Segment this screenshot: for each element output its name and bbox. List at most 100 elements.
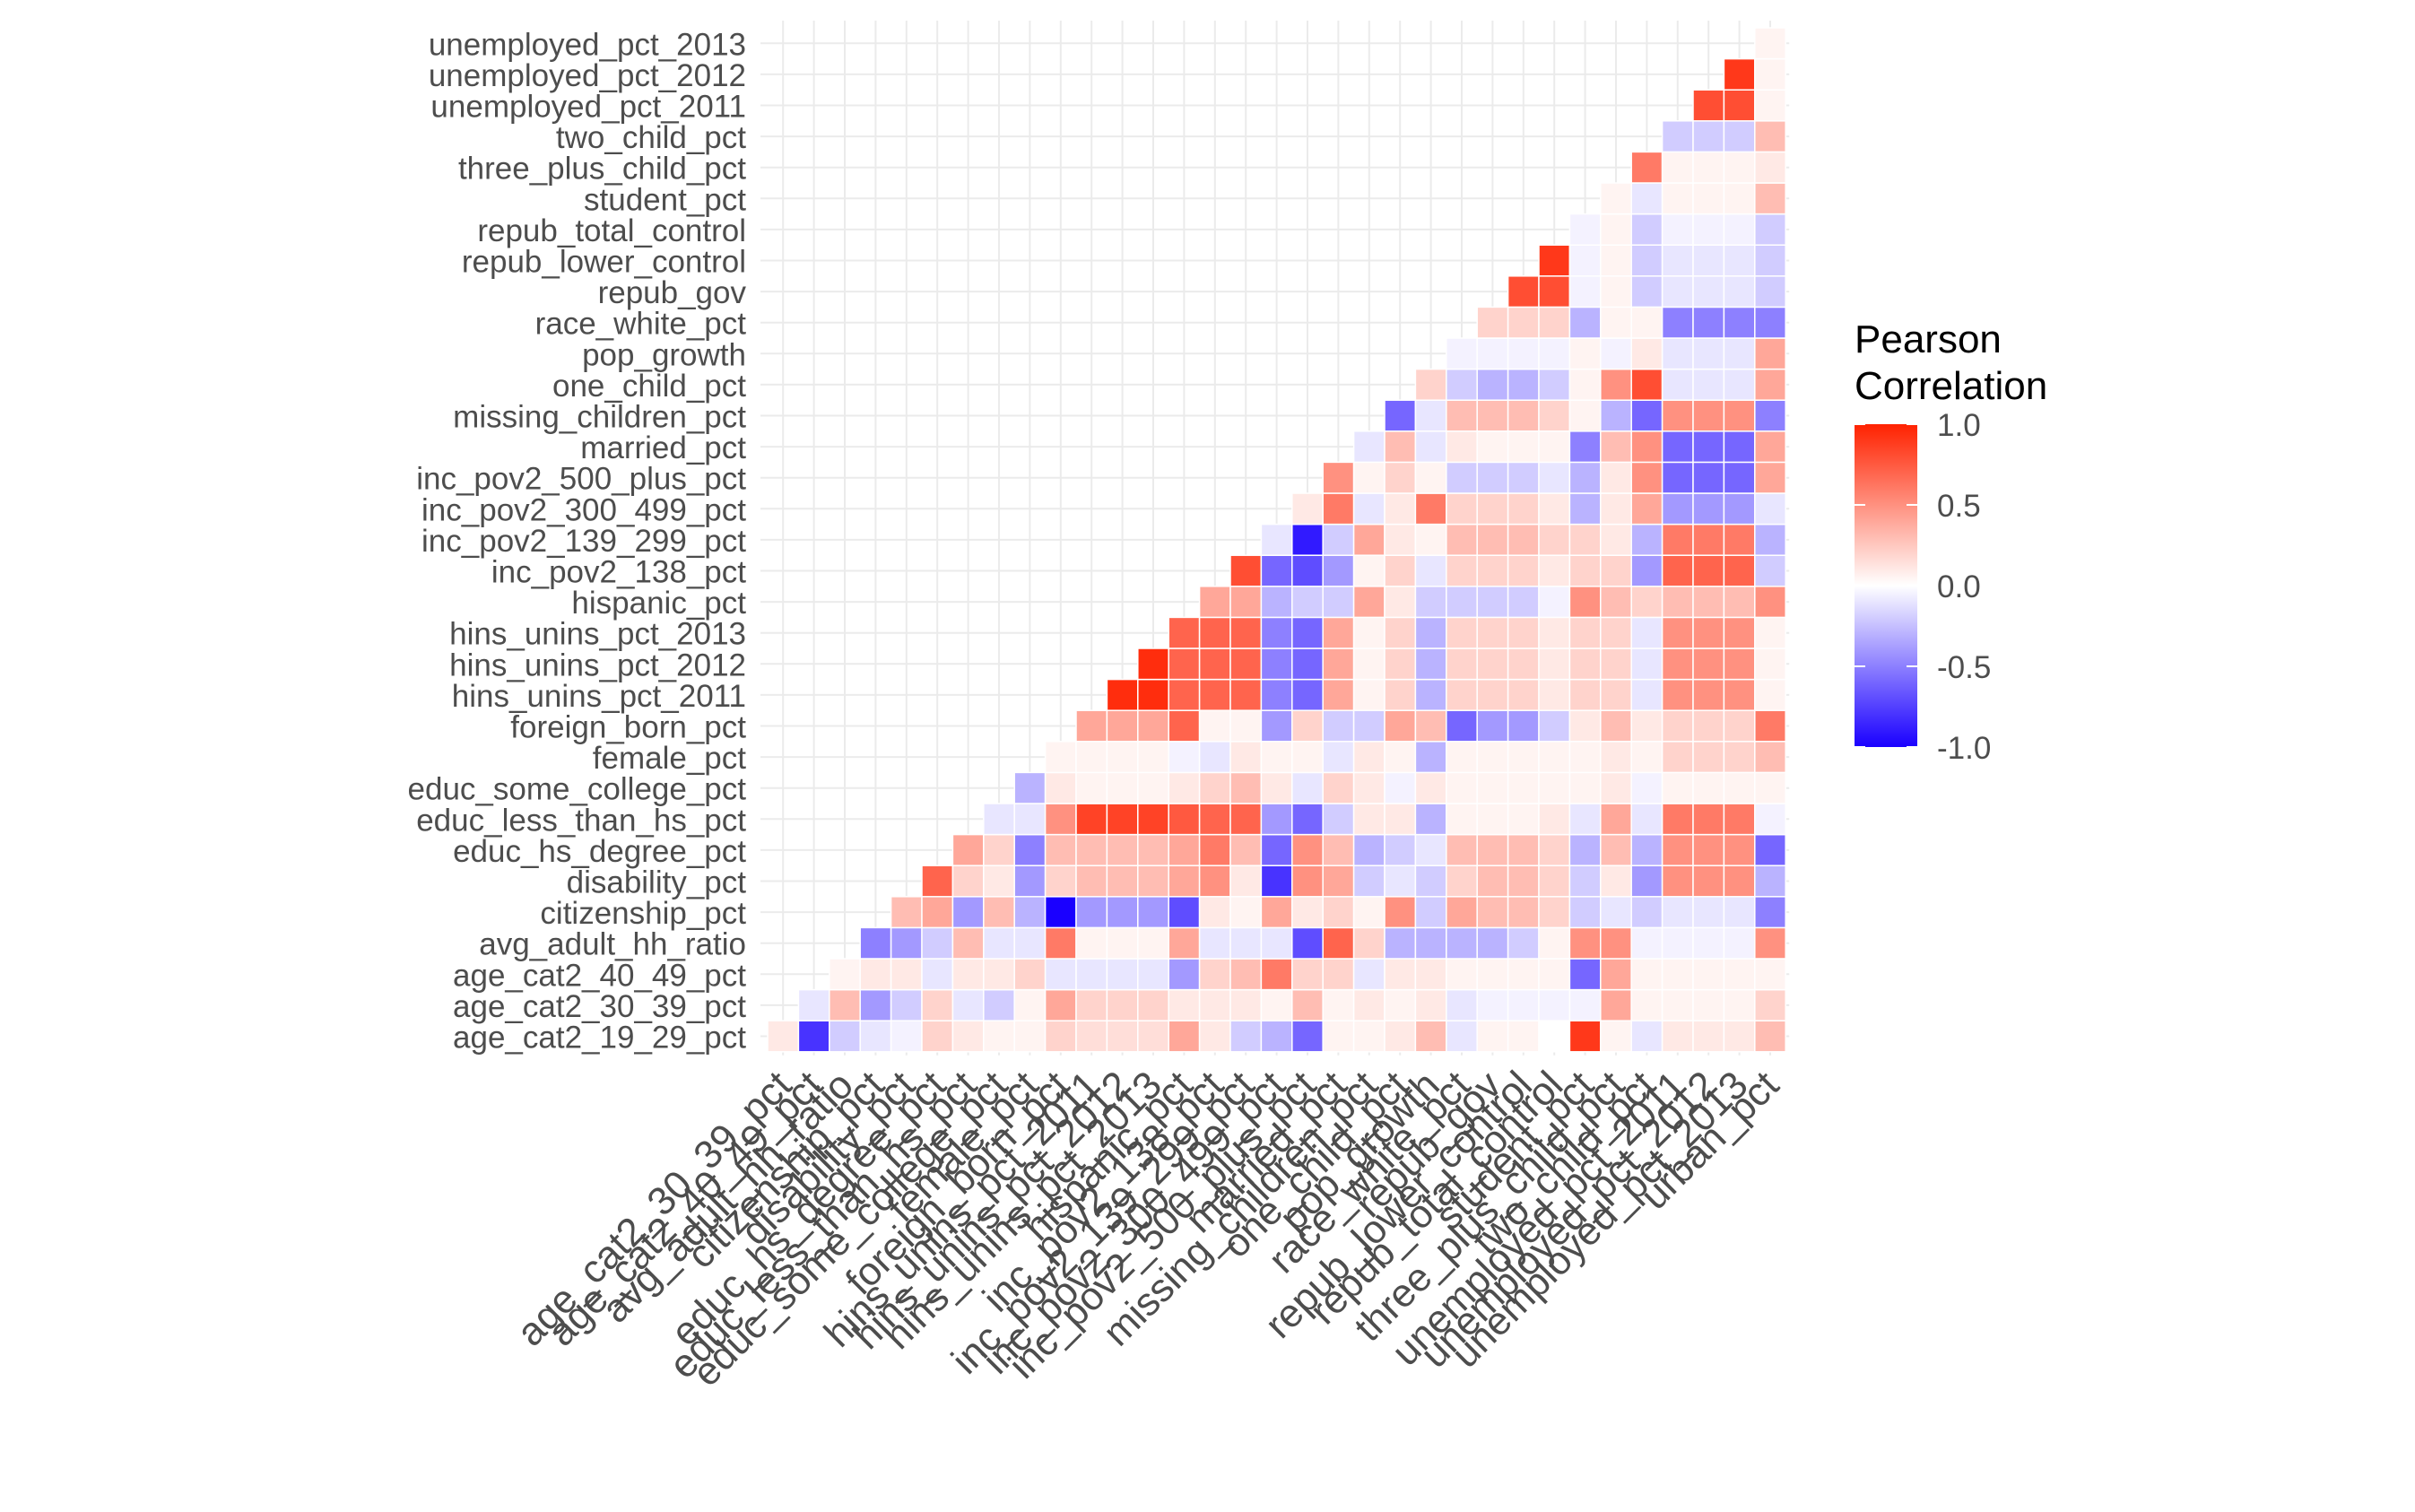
heatmap-cell <box>1322 586 1355 619</box>
y-tick-label: hins_unins_pct_2013 <box>449 617 746 652</box>
heatmap-cell <box>1476 988 1509 1021</box>
heatmap-cell <box>829 958 861 991</box>
heatmap-cell <box>1600 399 1632 432</box>
heatmap-cell <box>1291 958 1324 991</box>
heatmap-cell <box>1630 586 1664 619</box>
y-tick-label: inc_pov2_138_pct <box>491 555 746 590</box>
heatmap-cell <box>1600 678 1632 711</box>
heatmap-cell <box>1600 586 1632 619</box>
heatmap-cell <box>1137 1020 1169 1053</box>
heatmap-cell <box>1600 865 1632 898</box>
heatmap-cell <box>1600 492 1632 526</box>
heatmap-cell <box>1352 586 1386 619</box>
heatmap-cell <box>1692 368 1725 401</box>
heatmap-cell <box>1446 430 1478 464</box>
heatmap-cell <box>1630 896 1664 929</box>
heatmap-cell <box>1630 554 1664 587</box>
heatmap-cell <box>921 988 954 1021</box>
heatmap-cell <box>1137 896 1169 929</box>
y-tick-label: age_cat2_40_49_pct <box>453 958 746 993</box>
heatmap-cell <box>1384 430 1417 464</box>
heatmap-cell <box>1661 865 1694 898</box>
heatmap-cell <box>1754 430 1786 464</box>
heatmap-cell <box>1260 523 1293 556</box>
heatmap-cell <box>1754 741 1786 774</box>
heatmap-cell <box>1630 368 1664 401</box>
heatmap-cell <box>859 958 892 991</box>
heatmap-cell <box>1013 1020 1047 1053</box>
heatmap-cell <box>1075 896 1108 929</box>
heatmap-cell <box>1106 865 1139 898</box>
heatmap-cell <box>1260 1020 1293 1053</box>
heatmap-cell <box>1661 1020 1694 1053</box>
heatmap-cell <box>1476 523 1509 556</box>
heatmap-cell <box>1754 182 1786 215</box>
heatmap-cell <box>1229 896 1263 929</box>
heatmap-cell <box>1692 865 1725 898</box>
heatmap-cell <box>797 988 830 1021</box>
heatmap-cell <box>1044 833 1077 866</box>
heatmap-cell <box>1384 554 1417 587</box>
heatmap-cell <box>1661 554 1694 587</box>
heatmap-cell <box>1538 678 1571 711</box>
heatmap-cell <box>1568 771 1602 804</box>
heatmap-cell <box>1106 833 1139 866</box>
heatmap-cell <box>1260 896 1293 929</box>
heatmap-cell <box>1568 492 1602 526</box>
heatmap-cell <box>1723 586 1756 619</box>
heatmap-cell <box>1229 709 1263 743</box>
heatmap-cell <box>1044 771 1077 804</box>
heatmap-cell <box>1507 958 1540 991</box>
heatmap-cell <box>1476 492 1509 526</box>
heatmap-cell <box>1630 803 1664 836</box>
heatmap-cell <box>921 865 954 898</box>
legend-tick-label: -0.5 <box>1937 650 1991 685</box>
heatmap-cell <box>1476 461 1509 494</box>
heatmap-cell <box>1600 741 1632 774</box>
heatmap-cell <box>1507 399 1540 432</box>
heatmap-cell <box>1723 616 1756 649</box>
heatmap-cell <box>1754 1020 1786 1053</box>
heatmap-cell <box>1414 678 1447 711</box>
heatmap-cell <box>1476 430 1509 464</box>
heatmap-cell <box>1198 586 1231 619</box>
heatmap-cell <box>1414 771 1447 804</box>
heatmap-cell <box>1137 833 1169 866</box>
heatmap-cell <box>1568 865 1602 898</box>
heatmap-cell <box>1630 1020 1664 1053</box>
heatmap-cell <box>1723 213 1756 246</box>
heatmap-cell <box>1568 896 1602 929</box>
heatmap-cell <box>1538 492 1571 526</box>
heatmap-cell <box>1661 306 1694 339</box>
heatmap-cell <box>1352 833 1386 866</box>
heatmap-cell <box>1661 709 1694 743</box>
heatmap-cell <box>1414 896 1447 929</box>
heatmap-cell <box>1106 958 1139 991</box>
y-tick-label: missing_children_pct <box>453 400 746 435</box>
heatmap-cell <box>1260 958 1293 991</box>
heatmap-cell <box>1446 926 1478 960</box>
heatmap-cell <box>1168 926 1201 960</box>
heatmap-cell <box>1568 709 1602 743</box>
heatmap-cell <box>1352 1020 1386 1053</box>
heatmap-cell <box>1723 120 1756 153</box>
heatmap-cell <box>1692 803 1725 836</box>
heatmap-cell <box>983 896 1015 929</box>
y-tick-label: educ_less_than_hs_pct <box>416 803 746 838</box>
y-tick-label: inc_pov2_139_299_pct <box>421 524 746 559</box>
heatmap-cell <box>1075 865 1108 898</box>
heatmap-cell <box>1507 337 1540 370</box>
heatmap-cell <box>1260 741 1293 774</box>
heatmap-cell <box>1044 958 1077 991</box>
heatmap-cell <box>1692 213 1725 246</box>
heatmap-cell <box>1260 678 1293 711</box>
heatmap-cell <box>1291 1020 1324 1053</box>
heatmap-cell <box>1600 461 1632 494</box>
heatmap-cell <box>1446 337 1478 370</box>
heatmap-cell <box>951 1020 985 1053</box>
heatmap-cell <box>1538 306 1571 339</box>
heatmap-cell <box>1600 337 1632 370</box>
heatmap-cell <box>1630 833 1664 866</box>
heatmap-cell <box>1044 988 1077 1021</box>
